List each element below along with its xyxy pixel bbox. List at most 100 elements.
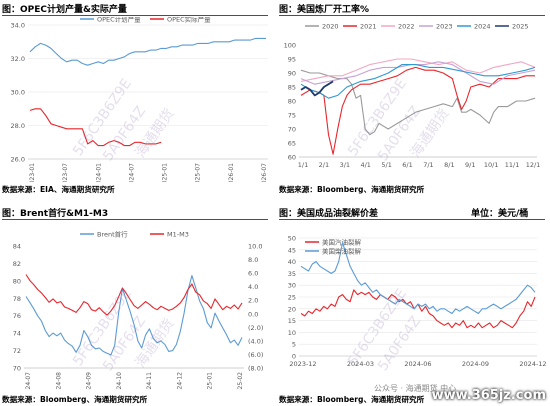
y2-tick-label: (8.0) [248, 365, 263, 373]
title-rule [2, 219, 268, 220]
y-tick-label: 84 [13, 243, 21, 251]
y-tick-label: 28.0 [11, 122, 25, 130]
panel-source: 数据来源：Bloomberg、海通期货研究所 [279, 395, 425, 404]
legend-label: Brent首行 [97, 230, 128, 239]
x-tick-label: 9/1 [465, 161, 475, 169]
x-tick-label: 2026-07 [261, 163, 268, 182]
x-tick-label: 2/1 [319, 161, 329, 169]
y-tick-label: 10 [288, 329, 296, 337]
y2-tick-label: 0.0 [248, 310, 258, 318]
y-tick-label: 70 [13, 365, 21, 373]
y-tick-label: 70 [288, 126, 296, 134]
x-tick-label: 2025-01 [207, 372, 214, 390]
x-tick-label: 10/1 [484, 161, 499, 169]
y-tick-label: 80 [13, 277, 21, 285]
series-line [300, 80, 334, 97]
y-tick-label: 90 [288, 70, 296, 78]
x-tick-label: 8/1 [444, 161, 454, 169]
y-tick-label: 75 [288, 112, 296, 120]
y2-tick-label: 4.0 [248, 283, 258, 291]
y2-tick-label: (6.0) [248, 351, 263, 359]
y-tick-label: 60 [288, 154, 296, 162]
title-rule [279, 15, 545, 16]
title-rule [279, 219, 545, 220]
y-tick-label: 76 [13, 312, 21, 320]
panel-opec: 图：OPEC计划产量&实际产量 26.0 28.0 30.0 32.0 34.0 2023… [0, 0, 275, 200]
title-rule [2, 15, 268, 16]
legend-label: 2024 [474, 23, 491, 31]
legend-label: 2021 [360, 23, 377, 31]
legend-label: 2022 [398, 23, 415, 31]
x-tick-label: 12/1 [526, 161, 541, 169]
y-tick-label: 100 [284, 42, 296, 50]
x-tick-label: 7/1 [423, 161, 433, 169]
y-tick-label: 25 [288, 294, 296, 302]
x-tick-label: 2025-07 [195, 163, 202, 182]
panel-title: 图：OPEC计划产量&实际产量 [2, 5, 127, 15]
y-tick-label: 80 [288, 98, 296, 106]
x-tick-label: 2023-07 [62, 163, 69, 182]
x-tick-label: 11/1 [505, 161, 520, 169]
legend-label: 2025 [512, 23, 529, 31]
x-tick-label: 2026-01 [228, 163, 235, 182]
y-tick-label: 35 [288, 270, 296, 278]
y-tick-label: 30.0 [11, 89, 25, 97]
x-tick-label: 2024-12 [176, 372, 183, 390]
y2-tick-label: 8.0 [248, 256, 258, 264]
x-tick-label: 2023-12 [289, 360, 316, 368]
x-tick-label: 2023-01 [29, 163, 36, 182]
x-tick-label: 2025-02 [237, 372, 244, 390]
y2-tick-label: (2.0) [248, 324, 263, 332]
footer-badge: 公众号 · 海通期货 中心 [374, 384, 457, 393]
panel-title: 图：美国成品油裂解价差 [279, 209, 379, 219]
x-tick-label: 2024-01 [95, 163, 102, 182]
y2-tick-label: (4.0) [248, 337, 263, 345]
series-line [300, 69, 536, 136]
chart-refinery: 60 65 70 75 80 85 90 95 100 1/1 2/1 3/1 4/1 5/1 6/1 7/1… [284, 23, 541, 170]
x-tick-label: 2025-01 [162, 163, 169, 182]
y-tick-label: 32.0 [11, 55, 25, 63]
legend-label: M1-M3 [167, 231, 189, 239]
y-tick-label: 65 [288, 140, 296, 148]
x-tick-label: 6/1 [402, 161, 412, 169]
series-line [25, 275, 243, 356]
y2-tick-label: 10.0 [248, 243, 262, 251]
y-tick-label: 26.0 [11, 156, 25, 164]
y-tick-label: 95 [288, 56, 296, 64]
series-line [300, 66, 535, 155]
legend-label: OPEC计划产量 [97, 17, 141, 24]
series-line [29, 108, 162, 147]
y-tick-label: 45 [288, 246, 296, 254]
legend-label: 2020 [322, 23, 339, 31]
chart-opec: 26.0 28.0 30.0 32.0 34.0 2023-01 2023-07 2024-0… [11, 17, 268, 182]
chart-brent: 70 72 74 76 78 80 82 84 (8.0) (6.0) (4.0) (2.0) 0.0 2… [13, 230, 264, 391]
legend-label: 美国柴油裂解 [322, 247, 362, 256]
x-tick-label: 2024-08 [55, 372, 62, 390]
series-line [25, 274, 243, 316]
panel-refinery: 图：美国炼厂开工率% 60 65 70 75 80 85 90 95 100 1/1 2/1 3/1 4… [275, 0, 550, 200]
panel-title: 图：美国炼厂开工率% [279, 5, 370, 15]
x-tick-label: 1/1 [298, 161, 308, 169]
y-tick-label: 15 [288, 317, 296, 325]
x-tick-label: 2024-12 [519, 360, 546, 368]
x-tick-label: 3/1 [340, 161, 350, 169]
panel-unit: 单位：美元/桶 [471, 209, 529, 219]
y-tick-label: 82 [13, 260, 21, 268]
y-tick-label: 78 [13, 295, 21, 303]
legend-label: OPEC实际产量 [167, 17, 211, 24]
y-tick-label: 30 [288, 282, 296, 290]
panel-brent: 图：Brent首行&M1-M3 70 72 74 76 78 80 82 84 (8.0) (6.… [0, 204, 275, 406]
y-tick-label: 20 [288, 305, 296, 313]
series-line [29, 37, 266, 66]
panel-source: 数据来源：Bloomberg、海通期货研究所 [2, 395, 148, 404]
x-tick-label: 2024-07 [25, 372, 32, 390]
panel-source: 数据来源：Bloomberg、海通期货研究所 [279, 185, 425, 194]
x-tick-label: 2024-09 [86, 372, 93, 390]
x-tick-label: 2024-11 [146, 372, 153, 390]
x-tick-label: 2024-07 [128, 163, 135, 182]
y-tick-label: 72 [13, 347, 21, 355]
y-tick-label: 85 [288, 84, 296, 92]
y-tick-label: 74 [13, 330, 21, 338]
x-tick-label: 4/1 [360, 161, 370, 169]
panel-cracks: 图：美国成品油裂解价差 单位：美元/桶 0 5 10 15 20 25 30 35 40 45 50… [275, 204, 550, 406]
